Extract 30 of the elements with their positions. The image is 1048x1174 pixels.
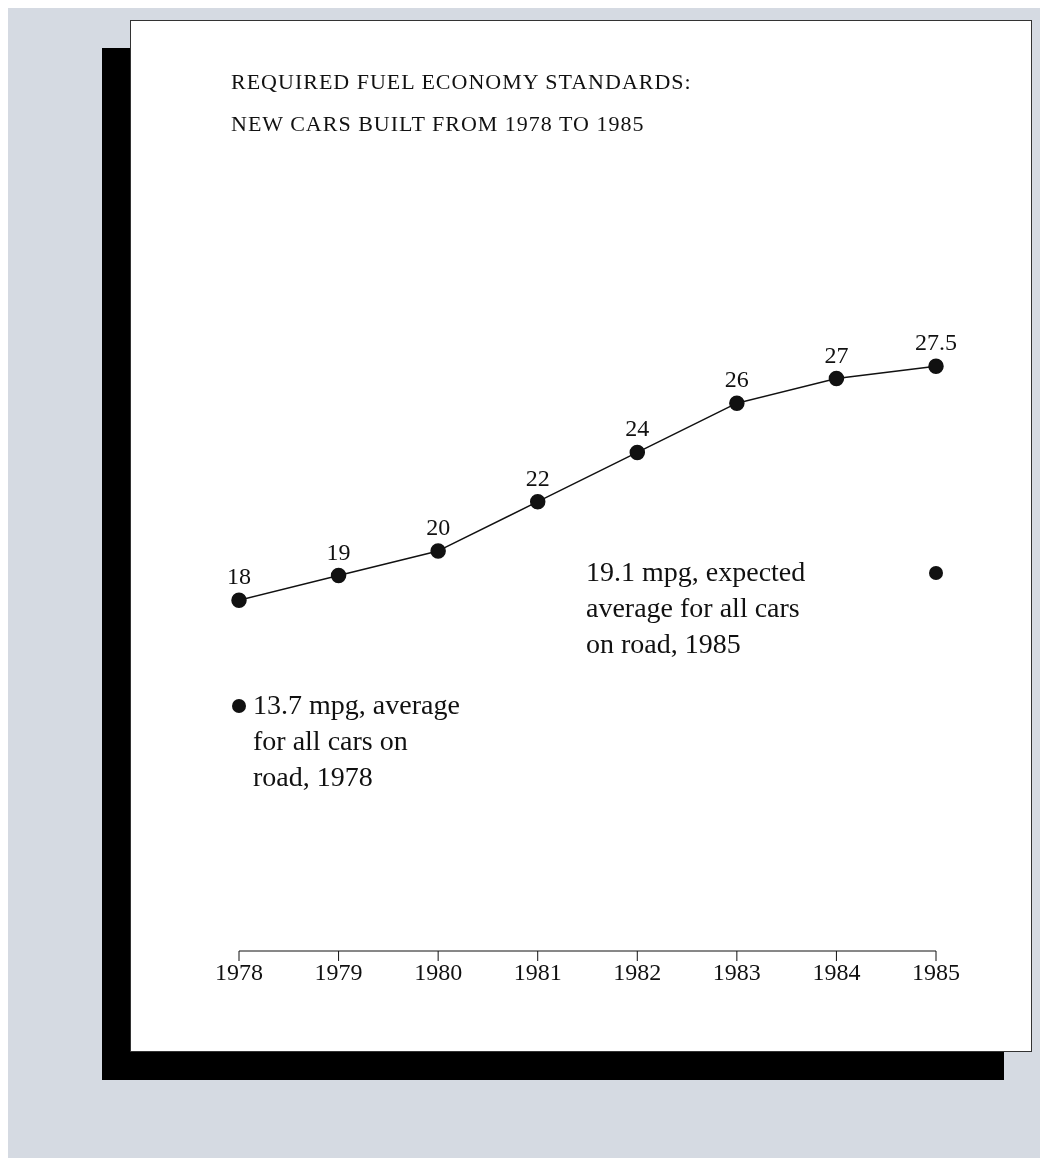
x-tick-label: 1978 [215, 959, 263, 986]
chart-subtitle: NEW CARS BUILT FROM 1978 TO 1985 [231, 111, 645, 137]
x-tick-label: 1980 [414, 959, 463, 986]
x-tick-label: 1982 [613, 959, 662, 986]
chart-title: REQUIRED FUEL ECONOMY STANDARDS: [231, 69, 692, 95]
point [430, 543, 446, 559]
point [928, 358, 944, 374]
data-label: 22 [525, 464, 550, 491]
x-tick-label: 1983 [712, 959, 761, 986]
annotation: 13.7 mpg, average for all cars on road, 1978 [253, 689, 460, 793]
annotation: 19.1 mpg, expected average for all cars on road, 1985 [586, 556, 806, 660]
point [231, 592, 247, 608]
point [929, 566, 943, 581]
data-label: 26 [724, 366, 749, 393]
data-label: 20 [426, 513, 451, 540]
point [330, 567, 347, 584]
point [232, 699, 246, 714]
data-label: 18 [227, 563, 251, 590]
point [729, 395, 745, 411]
x-tick-label: 1984 [812, 959, 861, 986]
x-tick-label: 1981 [513, 959, 562, 986]
data-label: 19 [326, 538, 351, 565]
data-label: 27.5 [915, 329, 957, 356]
point [629, 444, 646, 461]
x-tick-label: 1979 [314, 959, 363, 986]
data-label: 27 [824, 341, 849, 368]
point [529, 493, 546, 510]
data-label: 24 [625, 415, 650, 442]
x-tick-label: 1985 [912, 959, 960, 986]
point [828, 370, 845, 387]
